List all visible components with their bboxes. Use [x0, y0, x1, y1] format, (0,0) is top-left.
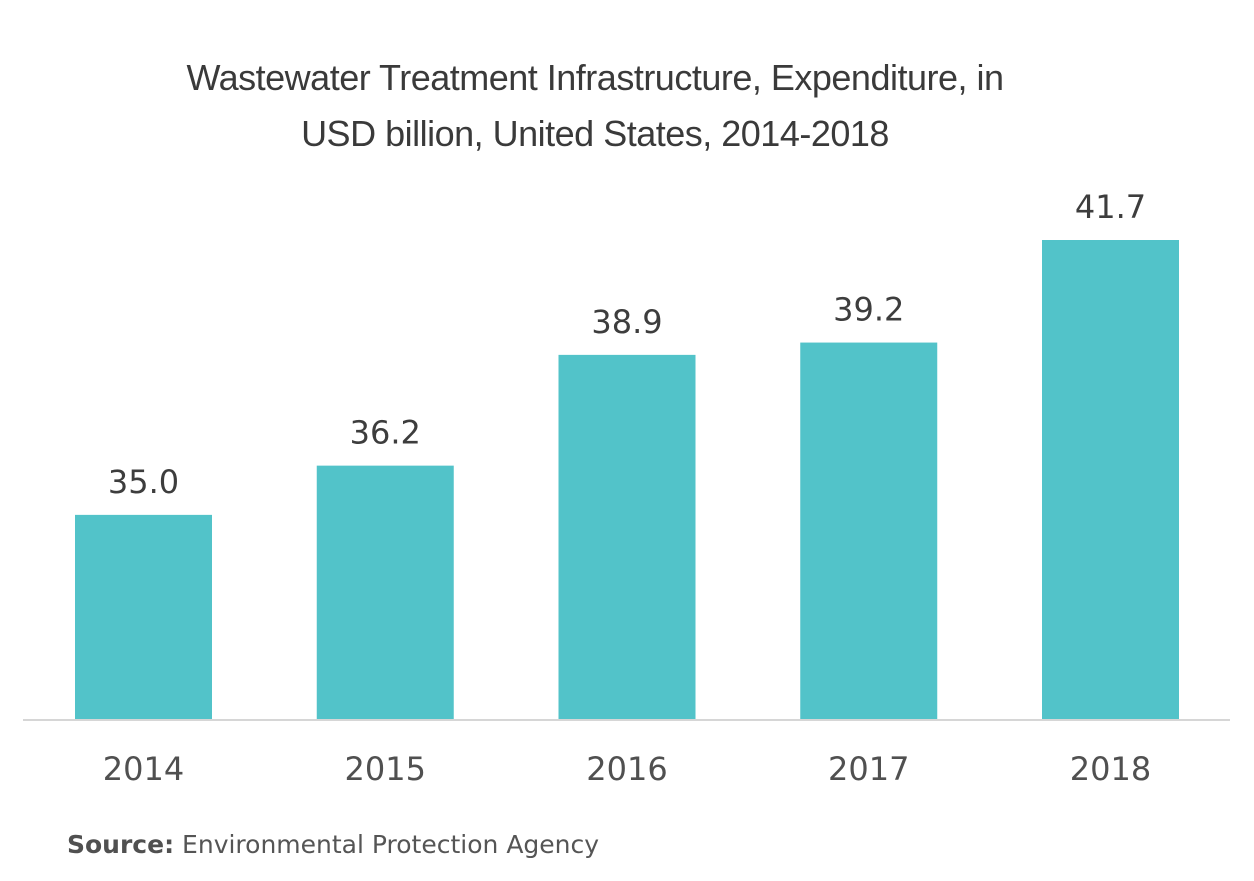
- x-tick-label-2014: 2014: [103, 750, 184, 788]
- data-label-2016: 38.9: [591, 303, 662, 341]
- source-note: Source: Environmental Protection Agency: [67, 830, 599, 859]
- data-label-2018: 41.7: [1075, 188, 1146, 226]
- x-tick-label-2015: 2015: [345, 750, 426, 788]
- data-label-2014: 35.0: [108, 463, 179, 501]
- chart-title-line-2: USD billion, United States, 2014-2018: [301, 113, 889, 154]
- chart-title: Wastewater Treatment Infrastructure, Exp…: [0, 50, 1190, 162]
- bar-2018: [1042, 240, 1179, 720]
- bar-2017: [800, 342, 938, 720]
- source-text: Environmental Protection Agency: [182, 830, 600, 859]
- data-labels-group: 35.0 36.2 38.9 39.2 41.7: [108, 188, 1146, 501]
- chart-title-line-1: Wastewater Treatment Infrastructure, Exp…: [186, 57, 1004, 98]
- data-label-2017: 39.2: [833, 291, 904, 329]
- bars-group: [75, 240, 1179, 720]
- bar-2016: [558, 354, 696, 720]
- x-tick-label-2018: 2018: [1070, 750, 1151, 788]
- bar-2015: [316, 465, 454, 720]
- bar-2014: [75, 514, 212, 720]
- data-label-2015: 36.2: [350, 414, 421, 452]
- x-tick-label-2017: 2017: [828, 750, 909, 788]
- x-tick-labels-group: 2014 2015 2016 2017 2018: [103, 750, 1151, 788]
- x-tick-label-2016: 2016: [586, 750, 667, 788]
- source-label: Source:: [67, 830, 175, 859]
